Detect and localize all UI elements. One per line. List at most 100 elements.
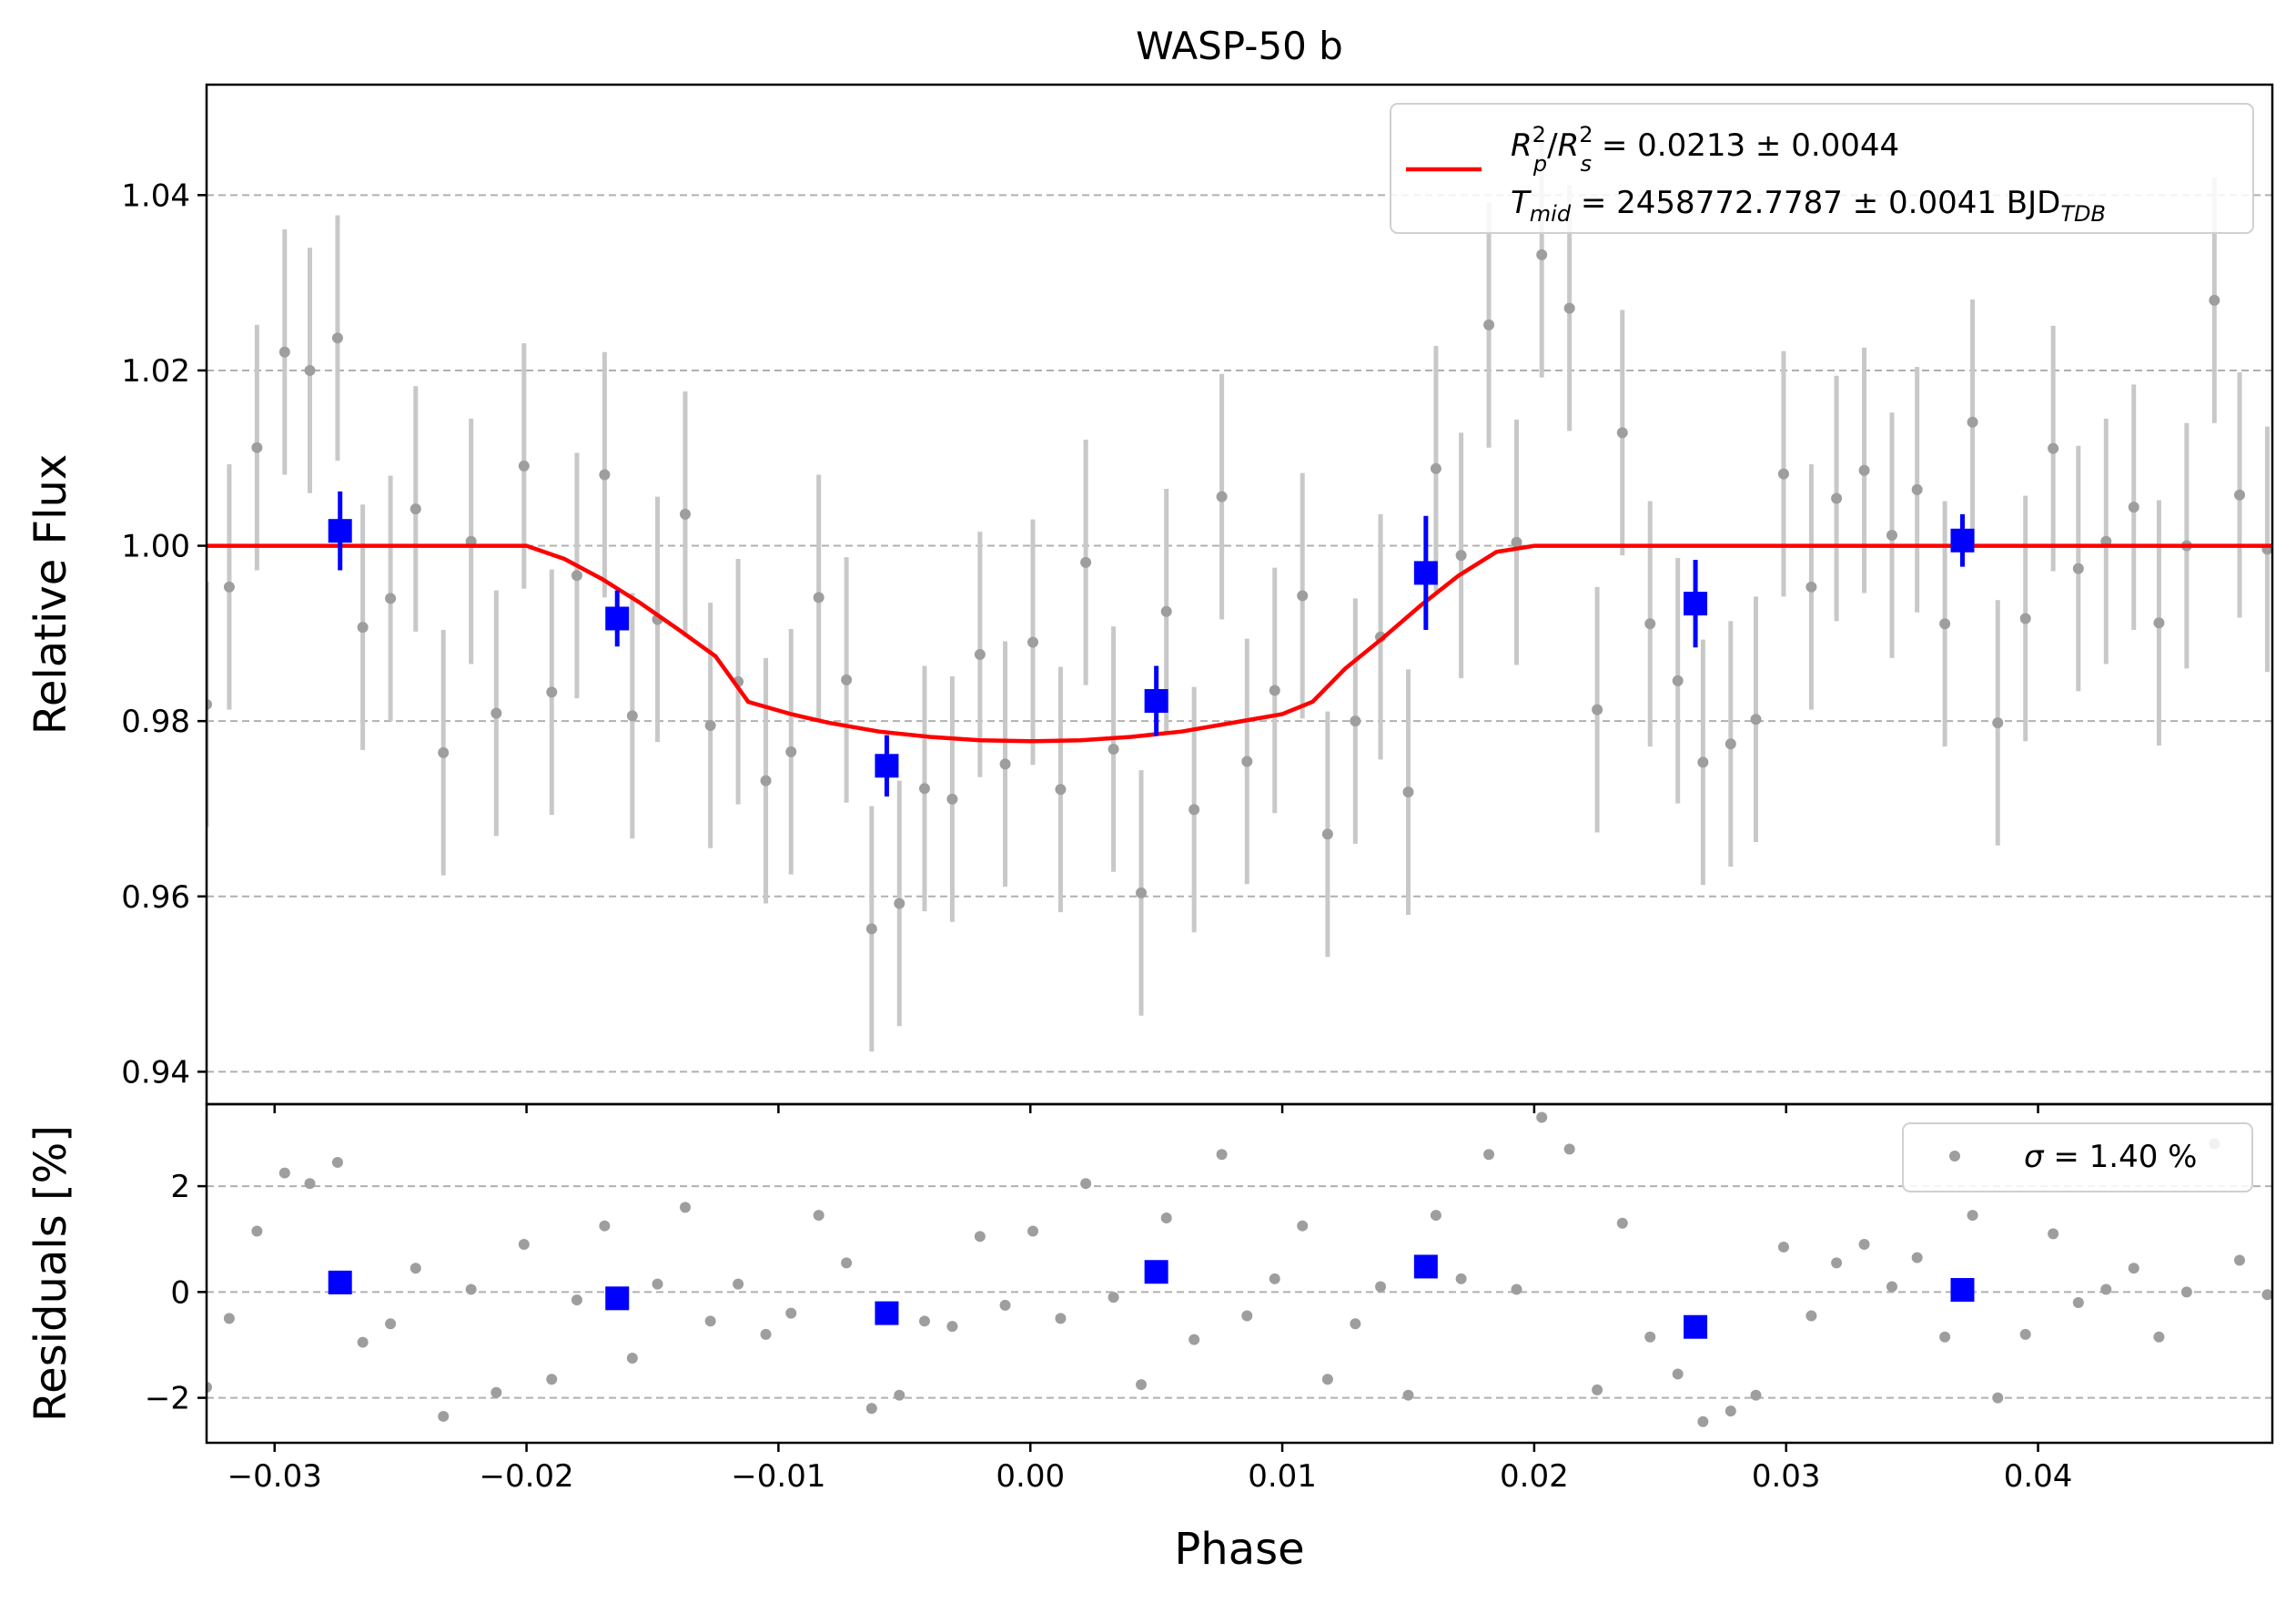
residual-raw-point (1136, 1379, 1148, 1391)
residual-raw-point (1563, 1143, 1575, 1155)
y-tick-label: 1.04 (121, 178, 190, 214)
residual-raw-point (2234, 1254, 2246, 1266)
residual-raw-point (1108, 1292, 1119, 1304)
residual-raw-point (974, 1231, 986, 1243)
flux-raw-point (1055, 784, 1067, 796)
residual-raw-point (599, 1220, 611, 1232)
residual-raw-point (1188, 1334, 1200, 1345)
flux-raw-point (1886, 529, 1897, 541)
flux-raw-point (1805, 581, 1817, 593)
residual-raw-point (1777, 1241, 1789, 1253)
x-axis-label: Phase (1174, 1524, 1304, 1575)
residual-raw-point (785, 1307, 797, 1319)
y-tick-label: 1.00 (121, 529, 190, 565)
residual-raw-point (1697, 1415, 1709, 1427)
flux-raw-point (518, 460, 530, 472)
flux-raw-point (1672, 675, 1684, 686)
residual-binned-point (1684, 1314, 1708, 1339)
residual-raw-point (1455, 1273, 1467, 1284)
flux-raw-point (385, 593, 397, 604)
transit-model-line (207, 543, 2272, 744)
flux-y-axis-label: Relative Flux (25, 454, 76, 736)
residual-raw-point (1297, 1220, 1309, 1232)
flux-binned-point (328, 519, 352, 543)
residual-raw-point (1027, 1225, 1038, 1237)
flux-binned-point (1950, 528, 1975, 553)
flux-raw-point (304, 364, 316, 376)
flux-raw-point (974, 648, 986, 660)
flux-raw-point (2048, 442, 2059, 454)
flux-panel: 0.94 0.96 0.98 1.00 1.02 1.04 Relative Flux R… (25, 83, 2274, 1106)
flux-raw-point (1160, 605, 1172, 617)
flux-raw-point (438, 746, 450, 758)
residual-raw-point (1269, 1273, 1280, 1284)
residual-raw-point (1858, 1239, 1870, 1251)
flux-raw-point (1644, 618, 1656, 630)
x-tick-label: 0.03 (1752, 1458, 1821, 1495)
flux-raw-point (1080, 556, 1092, 568)
flux-raw-point (1216, 491, 1228, 502)
residual-raw-point (1725, 1405, 1736, 1417)
flux-raw-point (1136, 887, 1148, 898)
flux-raw-point (278, 346, 290, 358)
residual-raw-point (626, 1353, 638, 1364)
flux-binned-point (1413, 561, 1438, 585)
residuals-binned-points (328, 1254, 1975, 1339)
residuals-legend-sigma: σ = 1.40 % (2024, 1139, 2197, 1175)
residual-raw-point (410, 1263, 421, 1274)
flux-raw-point (760, 775, 772, 786)
residual-raw-point (946, 1321, 958, 1333)
flux-raw-point (865, 923, 877, 935)
residual-raw-point (1321, 1374, 1333, 1385)
flux-binned-point (605, 606, 630, 631)
flux-raw-point (410, 503, 421, 515)
x-tick-label: 0.00 (996, 1458, 1065, 1495)
flux-raw-point (1725, 738, 1736, 750)
flux-raw-point (1939, 618, 1951, 630)
y-tick-label: 0.98 (121, 704, 190, 740)
residual-raw-point (1616, 1217, 1628, 1229)
residual-raw-point (357, 1336, 369, 1348)
flux-legend-mid-time: Tmid = 2458772.7787 ± 0.0041 BJDTDB (1511, 185, 2106, 227)
flux-raw-point (331, 332, 343, 344)
flux-raw-point (704, 719, 716, 731)
flux-raw-point (918, 783, 930, 795)
residual-raw-point (331, 1156, 343, 1168)
residual-raw-point (1483, 1149, 1495, 1161)
residual-raw-point (2153, 1331, 2165, 1343)
flux-raw-point (1777, 468, 1789, 480)
residual-raw-point (571, 1294, 582, 1306)
residuals-axes-frame (205, 1102, 2274, 1445)
flux-raw-point (491, 707, 502, 719)
flux-raw-point (1269, 685, 1280, 696)
residual-raw-point (2019, 1328, 2031, 1340)
flux-raw-point (1858, 464, 1870, 476)
flux-raw-point (1536, 249, 1548, 260)
residual-raw-point (918, 1315, 930, 1327)
residual-raw-point (652, 1278, 663, 1290)
flux-raw-point (841, 674, 853, 685)
residuals-legend-box (1902, 1122, 2253, 1192)
residuals-raw-points (207, 1111, 2272, 1427)
flux-raw-point (1750, 714, 1762, 725)
x-tick-label: 0.04 (2004, 1458, 2073, 1495)
flux-raw-point (1297, 590, 1309, 602)
residual-raw-point (760, 1328, 772, 1340)
residual-raw-point (1055, 1313, 1067, 1324)
flux-raw-point (1483, 319, 1495, 330)
residual-binned-point (875, 1301, 899, 1325)
flux-raw-point (1616, 427, 1628, 439)
y-tick-label: 2 (170, 1169, 190, 1205)
residual-raw-point (1216, 1149, 1228, 1161)
residual-raw-point (1592, 1384, 1603, 1395)
residual-raw-point (1350, 1318, 1361, 1330)
residual-raw-point (1805, 1310, 1817, 1322)
residual-raw-point (2180, 1286, 2192, 1298)
flux-raw-point (1027, 636, 1038, 648)
residual-raw-point (894, 1389, 905, 1401)
flux-y-ticks: 0.94 0.96 0.98 1.00 1.02 1.04 (121, 178, 207, 1091)
flux-raw-point (1992, 717, 2004, 729)
flux-raw-point (2072, 563, 2084, 574)
x-axis-ticks: −0.03 −0.02 −0.01 0.00 0.01 0.02 0.03 0.04 (228, 1104, 2073, 1495)
